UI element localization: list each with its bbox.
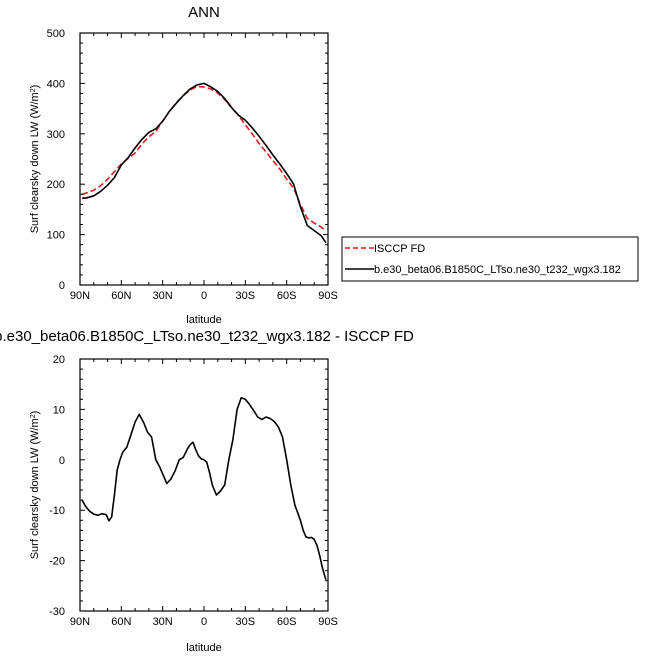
legend-label-isccp: ISCCP FD [374,243,425,255]
tick-layer: 90N 60N 30N 0 30S 60S 90S -30 -20 -10 0 10 20 [49,354,338,628]
x-tick-label: 0 [201,290,207,302]
annual-mean-panel: ANN 90N 60N 30N 0 30S 60S 90S0100200300400500 … [29,4,639,326]
x-tick-label: 30N [153,290,173,302]
difference-panel: b.e30_beta06.B1850C_LTso.ne30_t232_wgx3.… [0,328,414,654]
x-tick-label: 0 [201,616,207,628]
y-tick-label: 500 [47,28,65,40]
legend: ISCCP FD b.e30_beta06.B1850C_LTso.ne30_t… [341,236,639,282]
y-axis-label-sup: 2 [30,88,37,92]
x-tick-label: 90S [318,290,338,302]
y-tick-label: 0 [59,280,65,292]
y-tick-label: 10 [53,404,65,416]
y-tick-label: 0 [59,455,65,467]
x-tick-label: 30N [153,616,173,628]
x-tick-label: 60S [277,290,297,302]
y-tick-label: -10 [49,505,65,517]
x-tick-label: 60S [277,616,297,628]
plot-frame [79,32,329,286]
y-tick-label: -30 [49,606,65,618]
x-tick-label: 30S [236,290,256,302]
y-tick-label: 100 [47,230,65,242]
x-tick-label: 90S [318,616,338,628]
y-axis-label-main: Surf clearsky down LW (W/m [29,418,41,559]
y-axis-label-tail: ) [29,411,41,415]
x-axis-label: latitude [186,314,221,326]
y-tick-label: 300 [47,129,65,141]
x-tick-label: 90N [70,616,90,628]
y-tick-label: 20 [53,354,65,366]
x-tick-label: 60N [111,616,131,628]
x-tick-label: 60N [111,290,131,302]
y-tick-label: 400 [47,78,65,90]
chart-title: ANN [188,4,220,21]
y-axis-label-sup: 2 [30,414,37,418]
series-line-0 [81,396,327,581]
legend-box [341,236,639,282]
series-line-0 [81,85,327,232]
y-axis-label: Surf clearsky down LW (W/m2) [29,85,41,234]
legend-label-model: b.e30_beta06.B1850C_LTso.ne30_t232_wgx3.… [374,264,621,276]
series-layer [81,82,327,244]
x-tick-label: 30S [236,616,256,628]
series-layer [81,396,327,581]
y-axis-label-main: Surf clearsky down LW (W/m [29,92,41,233]
y-axis-label: Surf clearsky down LW (W/m2) [29,411,41,560]
y-axis-label-tail: ) [29,85,41,89]
x-tick-label: 90N [70,290,90,302]
tick-layer: 90N 60N 30N 0 30S 60S 90S 0 100 200 300 400 500 [47,28,338,302]
chart-title: b.e30_beta06.B1850C_LTso.ne30_t232_wgx3.… [0,328,414,345]
x-axis-label: latitude [186,642,221,654]
y-tick-label: -20 [49,556,65,568]
y-tick-label: 200 [47,179,65,191]
series-line-1 [82,82,327,244]
